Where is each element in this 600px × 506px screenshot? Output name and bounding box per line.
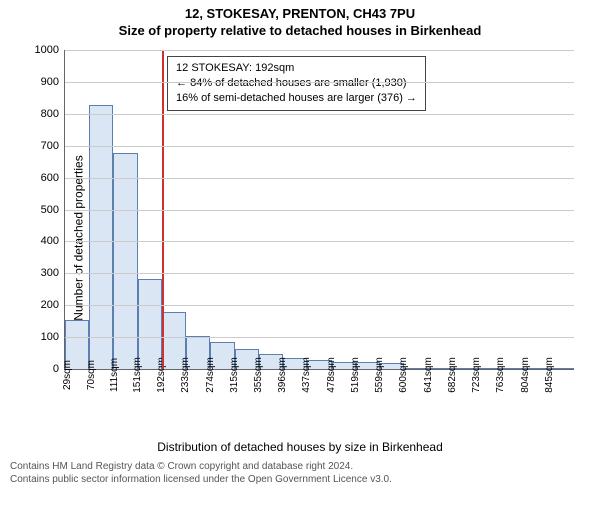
histogram-bar: [89, 105, 113, 369]
x-tick-label: 641sqm: [423, 357, 434, 393]
gridline: [65, 50, 574, 51]
y-tick-label: 700: [41, 140, 59, 152]
y-tick-label: 100: [41, 331, 59, 343]
x-tick-label: 70sqm: [86, 360, 97, 390]
x-tick-label: 437sqm: [302, 357, 313, 393]
x-tick-label: 111sqm: [109, 358, 120, 392]
callout-line3: 16% of semi-detached houses are larger (…: [176, 91, 417, 106]
x-tick-label: 763sqm: [496, 357, 507, 393]
callout-box: 12 STOKESAY: 192sqm ← 84% of detached ho…: [167, 56, 426, 111]
callout-line2: ← 84% of detached houses are smaller (1,…: [176, 76, 417, 91]
x-tick-label: 519sqm: [350, 357, 361, 393]
gridline: [65, 305, 574, 306]
gridline: [65, 82, 574, 83]
y-tick-label: 600: [41, 172, 59, 184]
callout-line1: 12 STOKESAY: 192sqm: [176, 61, 417, 76]
y-tick-label: 300: [41, 267, 59, 279]
x-tick-label: 233sqm: [180, 357, 191, 393]
gridline: [65, 210, 574, 211]
x-tick-label: 29sqm: [62, 360, 73, 390]
y-tick-label: 1000: [35, 44, 59, 56]
x-tick-label: 315sqm: [229, 357, 240, 393]
x-tick-label: 600sqm: [399, 357, 410, 393]
footer-line1: Contains HM Land Registry data © Crown c…: [10, 460, 590, 473]
page-subtitle: Size of property relative to detached ho…: [0, 23, 600, 38]
y-tick-label: 500: [41, 204, 59, 216]
footer-line2: Contains public sector information licen…: [10, 473, 590, 486]
y-tick-label: 900: [41, 76, 59, 88]
histogram-chart: Number of detached properties 29sqm70sqm…: [0, 38, 600, 438]
y-tick-label: 400: [41, 235, 59, 247]
histogram-bar: [138, 279, 162, 369]
gridline: [65, 114, 574, 115]
x-axis-label: Distribution of detached houses by size …: [0, 440, 600, 454]
x-tick-label: 478sqm: [326, 357, 337, 393]
x-tick-label: 723sqm: [471, 357, 482, 393]
x-tick-label: 559sqm: [374, 357, 385, 393]
gridline: [65, 178, 574, 179]
y-tick-label: 800: [41, 108, 59, 120]
x-tick-label: 151sqm: [132, 357, 143, 393]
gridline: [65, 241, 574, 242]
x-tick-label: 804sqm: [520, 357, 531, 393]
gridline: [65, 337, 574, 338]
gridline: [65, 273, 574, 274]
gridline: [65, 146, 574, 147]
y-tick-label: 200: [41, 299, 59, 311]
x-tick-label: 355sqm: [253, 357, 264, 393]
x-tick-label: 682sqm: [447, 357, 458, 393]
y-tick-label: 0: [53, 363, 59, 375]
x-tick-label: 396sqm: [277, 357, 288, 393]
x-tick-label: 845sqm: [544, 357, 555, 393]
page-title: 12, STOKESAY, PRENTON, CH43 7PU: [0, 6, 600, 21]
attribution-footer: Contains HM Land Registry data © Crown c…: [0, 454, 600, 486]
plot-area: 29sqm70sqm111sqm151sqm192sqm233sqm274sqm…: [64, 50, 574, 370]
x-tick-label: 274sqm: [205, 357, 216, 393]
